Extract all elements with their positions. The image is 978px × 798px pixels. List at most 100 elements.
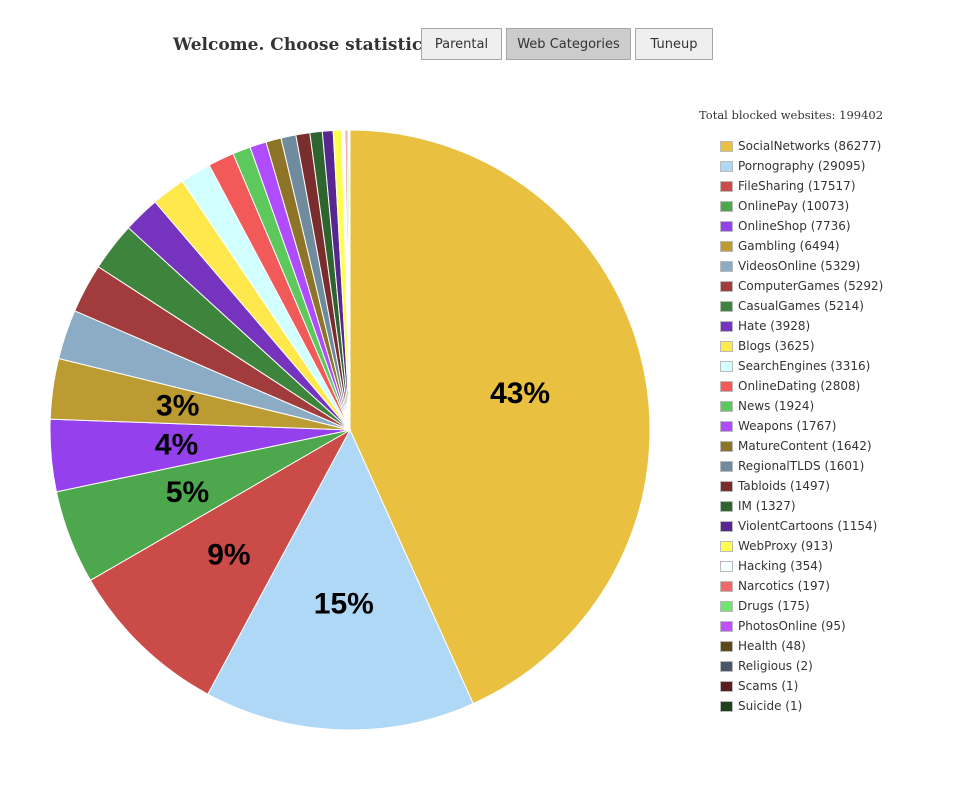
legend-label: IM (1327) [738, 499, 796, 513]
pie-slices [49, 129, 651, 731]
legend-swatch [720, 620, 733, 632]
legend-swatch [720, 200, 733, 212]
pie-slice-filesharing [89, 428, 352, 695]
slice-label-socialnetworks: 43% [490, 377, 550, 410]
legend-swatch [720, 280, 733, 292]
legend-label: ComputerGames (5292) [738, 279, 884, 293]
legend-label: Blogs (3625) [738, 339, 815, 353]
legend-label: Pornography (29095) [738, 159, 866, 173]
legend-swatch [720, 340, 733, 352]
legend-label: Religious (2) [738, 659, 813, 673]
legend-item-onlinedating: OnlineDating (2808) [720, 376, 883, 396]
legend-swatch [720, 180, 733, 192]
tab-web-categories[interactable]: Web Categories [506, 28, 631, 60]
legend-label: OnlineDating (2808) [738, 379, 861, 393]
legend-label: FileSharing (17517) [738, 179, 856, 193]
legend-item-socialnetworks: SocialNetworks (86277) [720, 136, 883, 156]
legend-item-onlinepay: OnlinePay (10073) [720, 196, 883, 216]
legend-label: OnlineShop (7736) [738, 219, 851, 233]
legend-swatch [720, 400, 733, 412]
legend-label: Health (48) [738, 639, 806, 653]
legend-label: WebProxy (913) [738, 539, 834, 553]
legend-label: Weapons (1767) [738, 419, 837, 433]
legend-item-religious: Religious (2) [720, 656, 883, 676]
legend-item-filesharing: FileSharing (17517) [720, 176, 883, 196]
legend-swatch [720, 660, 733, 672]
pie-chart: 43% 15% 9% 5% 4% 3% [49, 129, 651, 731]
legend-swatch [720, 520, 733, 532]
legend-label: ViolentCartoons (1154) [738, 519, 878, 533]
legend-item-im: IM (1327) [720, 496, 883, 516]
legend-label: VideosOnline (5329) [738, 259, 861, 273]
pie-slice-pornography [207, 428, 474, 731]
legend-swatch [720, 540, 733, 552]
legend-swatch [720, 600, 733, 612]
legend-swatch [720, 260, 733, 272]
legend-label: Scams (1) [738, 679, 799, 693]
chart-legend: SocialNetworks (86277) Pornography (29095… [720, 136, 883, 716]
legend-item-narcotics: Narcotics (197) [720, 576, 883, 596]
legend-label: SearchEngines (3316) [738, 359, 871, 373]
legend-item-suicide: Suicide (1) [720, 696, 883, 716]
legend-item-webproxy: WebProxy (913) [720, 536, 883, 556]
slice-label-gambling: 3% [156, 390, 199, 423]
legend-item-videosonline: VideosOnline (5329) [720, 256, 883, 276]
legend-swatch [720, 320, 733, 332]
legend-swatch [720, 140, 733, 152]
legend-item-scams: Scams (1) [720, 676, 883, 696]
statistics-header: Welcome. Choose statistics: Parental Web… [0, 28, 978, 62]
legend-label: SocialNetworks (86277) [738, 139, 882, 153]
pie-slice-socialnetworks [349, 129, 651, 705]
legend-label: Drugs (175) [738, 599, 810, 613]
legend-swatch [720, 300, 733, 312]
legend-label: Suicide (1) [738, 699, 803, 713]
slice-label-onlineshop: 4% [155, 428, 198, 461]
legend-label: OnlinePay (10073) [738, 199, 850, 213]
legend-swatch [720, 700, 733, 712]
legend-label: CasualGames (5214) [738, 299, 864, 313]
legend-item-maturecontent: MatureContent (1642) [720, 436, 883, 456]
legend-swatch [720, 500, 733, 512]
legend-item-pornography: Pornography (29095) [720, 156, 883, 176]
legend-item-violentcartoons: ViolentCartoons (1154) [720, 516, 883, 536]
tab-parental[interactable]: Parental [421, 28, 502, 60]
legend-swatch [720, 360, 733, 372]
legend-label: Hacking (354) [738, 559, 823, 573]
legend-swatch [720, 560, 733, 572]
total-blocked-label: Total blocked websites: 199402 [699, 108, 884, 122]
legend-label: MatureContent (1642) [738, 439, 872, 453]
tab-tuneup[interactable]: Tuneup [635, 28, 713, 60]
legend-label: Gambling (6494) [738, 239, 840, 253]
legend-label: PhotosOnline (95) [738, 619, 846, 633]
legend-label: Tabloids (1497) [738, 479, 830, 493]
slice-label-filesharing: 9% [207, 538, 250, 571]
legend-item-photosonline: PhotosOnline (95) [720, 616, 883, 636]
legend-item-searchengines: SearchEngines (3316) [720, 356, 883, 376]
pie-slice-labels: 43% 15% 9% 5% 4% 3% [155, 377, 550, 620]
legend-item-blogs: Blogs (3625) [720, 336, 883, 356]
welcome-heading: Welcome. Choose statistics: [173, 35, 439, 55]
legend-item-weapons: Weapons (1767) [720, 416, 883, 436]
legend-item-computergames: ComputerGames (5292) [720, 276, 883, 296]
legend-item-health: Health (48) [720, 636, 883, 656]
legend-item-news: News (1924) [720, 396, 883, 416]
legend-item-regionaltlds: RegionalTLDS (1601) [720, 456, 883, 476]
legend-item-onlineshop: OnlineShop (7736) [720, 216, 883, 236]
legend-label: News (1924) [738, 399, 815, 413]
legend-swatch [720, 220, 733, 232]
slice-label-onlinepay: 5% [166, 476, 209, 509]
legend-swatch [720, 420, 733, 432]
legend-item-hacking: Hacking (354) [720, 556, 883, 576]
legend-swatch [720, 480, 733, 492]
slice-label-pornography: 15% [314, 587, 374, 620]
legend-item-tabloids: Tabloids (1497) [720, 476, 883, 496]
legend-swatch [720, 160, 733, 172]
legend-label: RegionalTLDS (1601) [738, 459, 865, 473]
legend-item-gambling: Gambling (6494) [720, 236, 883, 256]
legend-swatch [720, 580, 733, 592]
legend-label: Narcotics (197) [738, 579, 830, 593]
legend-swatch [720, 680, 733, 692]
legend-swatch [720, 460, 733, 472]
legend-label: Hate (3928) [738, 319, 811, 333]
legend-item-casualgames: CasualGames (5214) [720, 296, 883, 316]
